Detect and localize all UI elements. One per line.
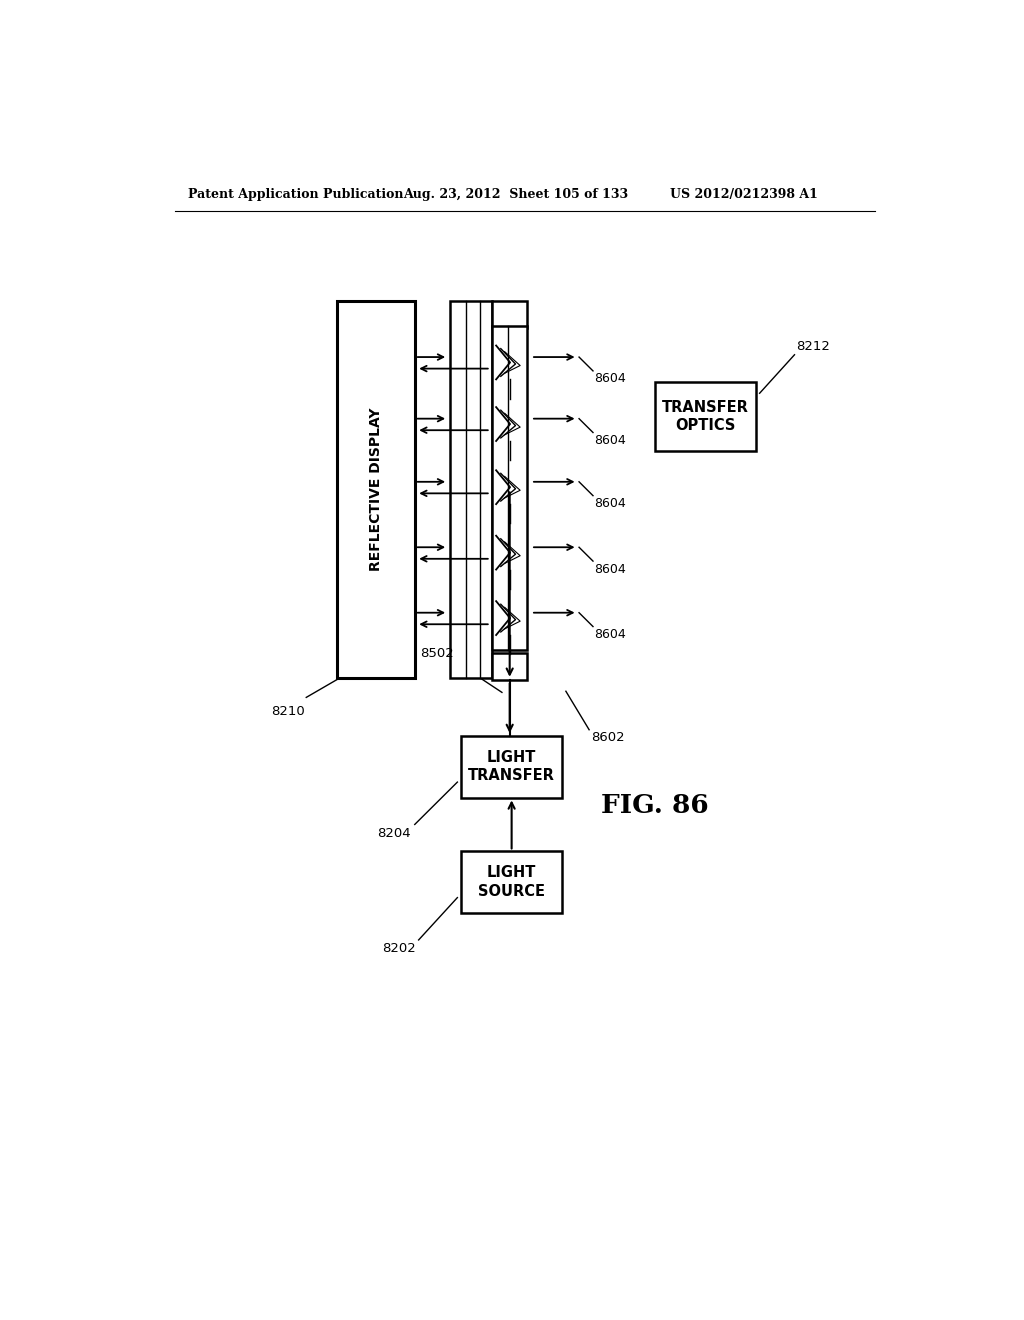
Bar	[493, 326, 527, 649]
Bar	[337, 301, 415, 678]
Text: 8202: 8202	[383, 942, 417, 956]
Text: 8604: 8604	[595, 434, 627, 447]
Text: 8204: 8204	[377, 826, 411, 840]
Text: LIGHT
TRANSFER: LIGHT TRANSFER	[468, 750, 555, 784]
Text: 8604: 8604	[595, 498, 627, 511]
Text: Patent Application Publication: Patent Application Publication	[188, 189, 403, 202]
Text: 8210: 8210	[271, 705, 305, 718]
Bar	[461, 737, 562, 797]
Text: REFLECTIVE DISPLAY: REFLECTIVE DISPLAY	[369, 408, 383, 572]
Text: FIG. 86: FIG. 86	[601, 793, 709, 818]
Text: Aug. 23, 2012  Sheet 105 of 133: Aug. 23, 2012 Sheet 105 of 133	[403, 189, 629, 202]
Bar	[450, 301, 493, 678]
Text: 8212: 8212	[796, 341, 829, 354]
Text: 8604: 8604	[595, 628, 627, 642]
Bar	[461, 851, 562, 913]
Bar	[493, 653, 527, 680]
Text: LIGHT
SOURCE: LIGHT SOURCE	[478, 866, 545, 899]
Text: US 2012/0212398 A1: US 2012/0212398 A1	[671, 189, 818, 202]
Bar	[493, 301, 527, 327]
Text: 8604: 8604	[595, 562, 627, 576]
Bar	[655, 381, 756, 451]
Text: 8502: 8502	[420, 647, 454, 660]
Text: TRANSFER
OPTICS: TRANSFER OPTICS	[662, 400, 749, 433]
Text: 8604: 8604	[595, 372, 627, 385]
Text: 8602: 8602	[591, 731, 625, 744]
